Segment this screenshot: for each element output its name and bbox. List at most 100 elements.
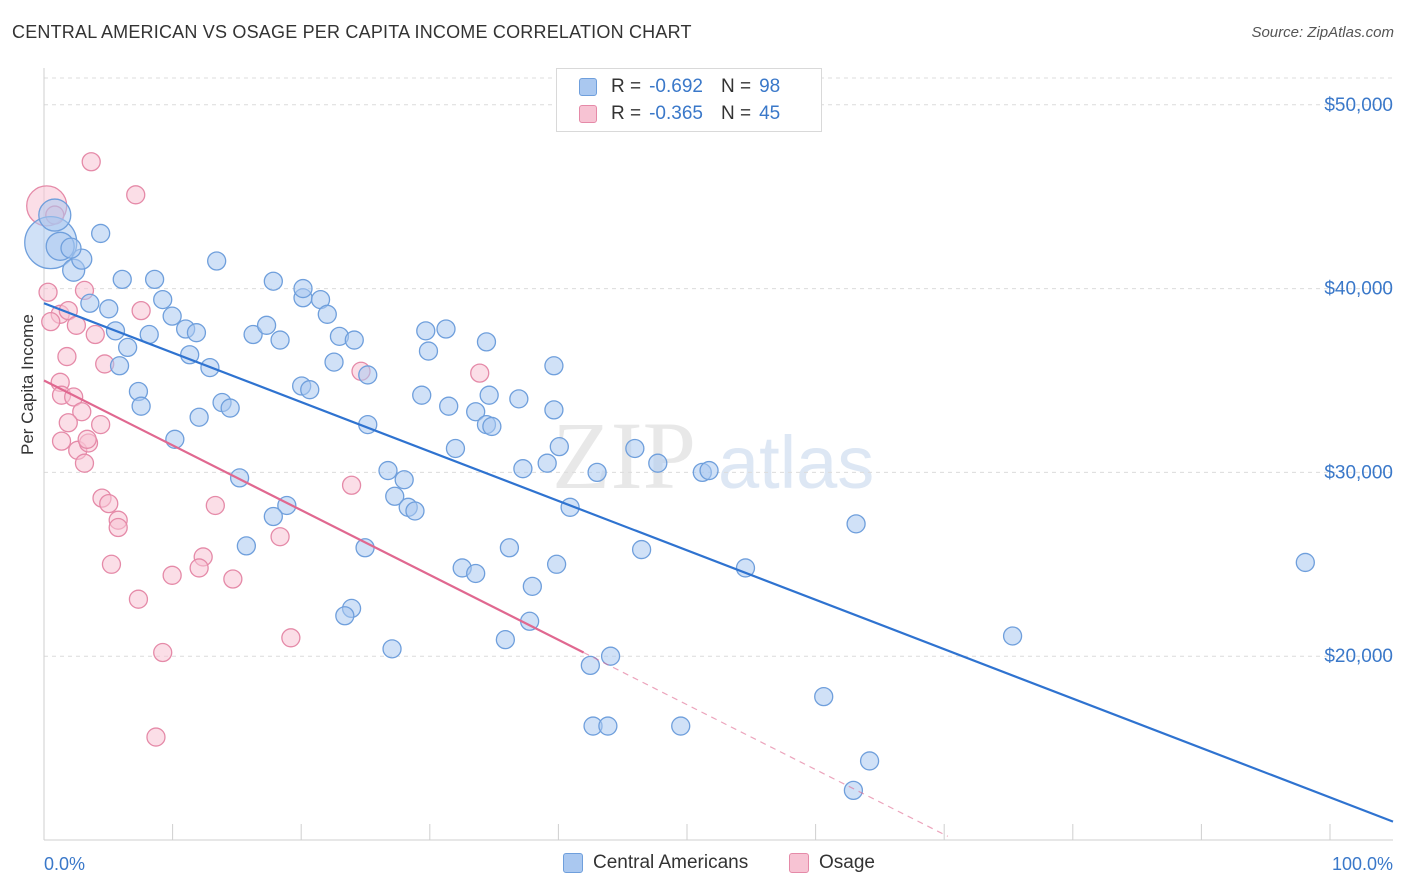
osage-point xyxy=(38,282,58,302)
osage-point xyxy=(128,589,149,609)
osage-point xyxy=(470,363,490,383)
correlation-legend: R = -0.692 N = 98 R = -0.365 N = 45 xyxy=(556,68,822,132)
central-american-point xyxy=(625,438,645,459)
central-american-point xyxy=(859,751,880,771)
legend-row-osage: R = -0.365 N = 45 xyxy=(579,101,780,127)
osage-trend-line xyxy=(43,379,585,654)
osage-point xyxy=(57,346,77,367)
watermark-atlas: atlas xyxy=(718,421,874,504)
legend-swatch-osage xyxy=(579,105,597,123)
central-american-point xyxy=(131,396,151,416)
central-american-point xyxy=(293,278,313,299)
central-american-point xyxy=(631,539,652,560)
central-american-point xyxy=(263,271,283,291)
osage-point xyxy=(99,493,119,514)
central-american-point xyxy=(537,453,557,473)
legend-n-label: N = xyxy=(720,103,752,124)
central-american-point xyxy=(256,315,277,335)
y-tick-label: $20,000 xyxy=(1324,646,1393,667)
central-american-point xyxy=(117,337,138,358)
series-legend-central-americans[interactable]: Central Americans xyxy=(563,852,748,874)
central-american-point xyxy=(482,416,502,437)
central-american-point xyxy=(598,716,618,736)
central-american-point xyxy=(317,304,337,324)
grid-lines xyxy=(44,77,1393,657)
central-american-point xyxy=(394,470,414,490)
central-american-point xyxy=(109,356,130,376)
central-american-point xyxy=(600,646,621,666)
central-american-point xyxy=(846,514,866,534)
central-american-point xyxy=(439,396,459,416)
central-american-point xyxy=(544,400,564,420)
central-american-point xyxy=(544,356,564,376)
source-label: Source: ZipAtlas.com xyxy=(1251,24,1394,41)
legend-r-value: -0.365 xyxy=(649,103,703,124)
central-american-point xyxy=(405,501,425,521)
trend-lines xyxy=(43,302,1394,837)
osage-point xyxy=(146,727,166,747)
central-american-point xyxy=(466,563,486,584)
central-american-point xyxy=(335,606,355,626)
central-american-point xyxy=(580,655,600,676)
central-american-point xyxy=(1295,552,1315,573)
osage-point xyxy=(72,402,92,422)
osage-point xyxy=(77,429,97,449)
series-swatch-central-americans xyxy=(563,853,583,873)
central-american-point xyxy=(112,269,132,290)
watermark: ZIP atlas xyxy=(552,402,874,509)
x-tick-label-max: 100.0% xyxy=(1332,854,1393,874)
series-swatch-osage xyxy=(789,853,809,873)
osage-point xyxy=(58,413,78,433)
central-american-point xyxy=(445,438,466,459)
y-tick-labels: $20,000 $30,000 $40,000 $50,000 xyxy=(1324,95,1393,667)
osage-point xyxy=(81,152,101,172)
central-american-point xyxy=(814,686,834,707)
central-american-point xyxy=(189,407,209,427)
y-tick-label: $40,000 xyxy=(1324,279,1393,300)
central-american-point xyxy=(735,558,756,578)
central-american-point xyxy=(436,319,456,339)
central-american-point xyxy=(220,398,240,418)
osage-point xyxy=(281,628,301,648)
central-american-point xyxy=(671,716,691,736)
osage-point xyxy=(341,475,362,495)
central-american-point xyxy=(416,321,436,341)
series-legend-osage[interactable]: Osage xyxy=(789,852,875,874)
osage-point xyxy=(162,565,182,585)
osage-point xyxy=(101,554,122,574)
central-american-point xyxy=(699,460,719,481)
osage-point xyxy=(91,414,111,435)
x-tick-labels: 0.0% 100.0% xyxy=(44,854,1393,874)
legend-r-label: R = xyxy=(611,76,642,97)
central-american-points xyxy=(24,198,1315,801)
osage-trend-extension xyxy=(583,651,949,837)
osage-point xyxy=(223,569,243,589)
central-american-point xyxy=(546,554,567,574)
central-american-point xyxy=(499,538,520,558)
central-american-point xyxy=(385,486,405,506)
central-american-point xyxy=(270,330,290,350)
central-american-point xyxy=(38,198,72,232)
osage-point xyxy=(189,558,209,578)
central-american-point xyxy=(466,402,486,422)
osage-point xyxy=(153,642,173,663)
central-american-point xyxy=(378,460,398,481)
legend-n-label: N = xyxy=(720,76,752,97)
central-american-point xyxy=(80,293,100,313)
central-american-point xyxy=(144,269,165,290)
central-american-point xyxy=(382,639,402,659)
series-legend: Central Americans Osage xyxy=(0,852,1406,878)
central-american-point xyxy=(476,332,497,352)
osage-point xyxy=(51,431,72,451)
central-american-point xyxy=(495,629,516,650)
central-american-point xyxy=(300,380,320,400)
central-american-point xyxy=(99,299,119,319)
legend-row-central-americans: R = -0.692 N = 98 xyxy=(579,74,780,100)
x-tick-label-min: 0.0% xyxy=(44,854,85,874)
y-tick-label: $50,000 xyxy=(1324,95,1393,116)
legend-n-value: 98 xyxy=(759,76,781,97)
central-american-point xyxy=(479,385,499,405)
osage-point xyxy=(205,495,225,516)
central-american-point xyxy=(236,536,257,556)
